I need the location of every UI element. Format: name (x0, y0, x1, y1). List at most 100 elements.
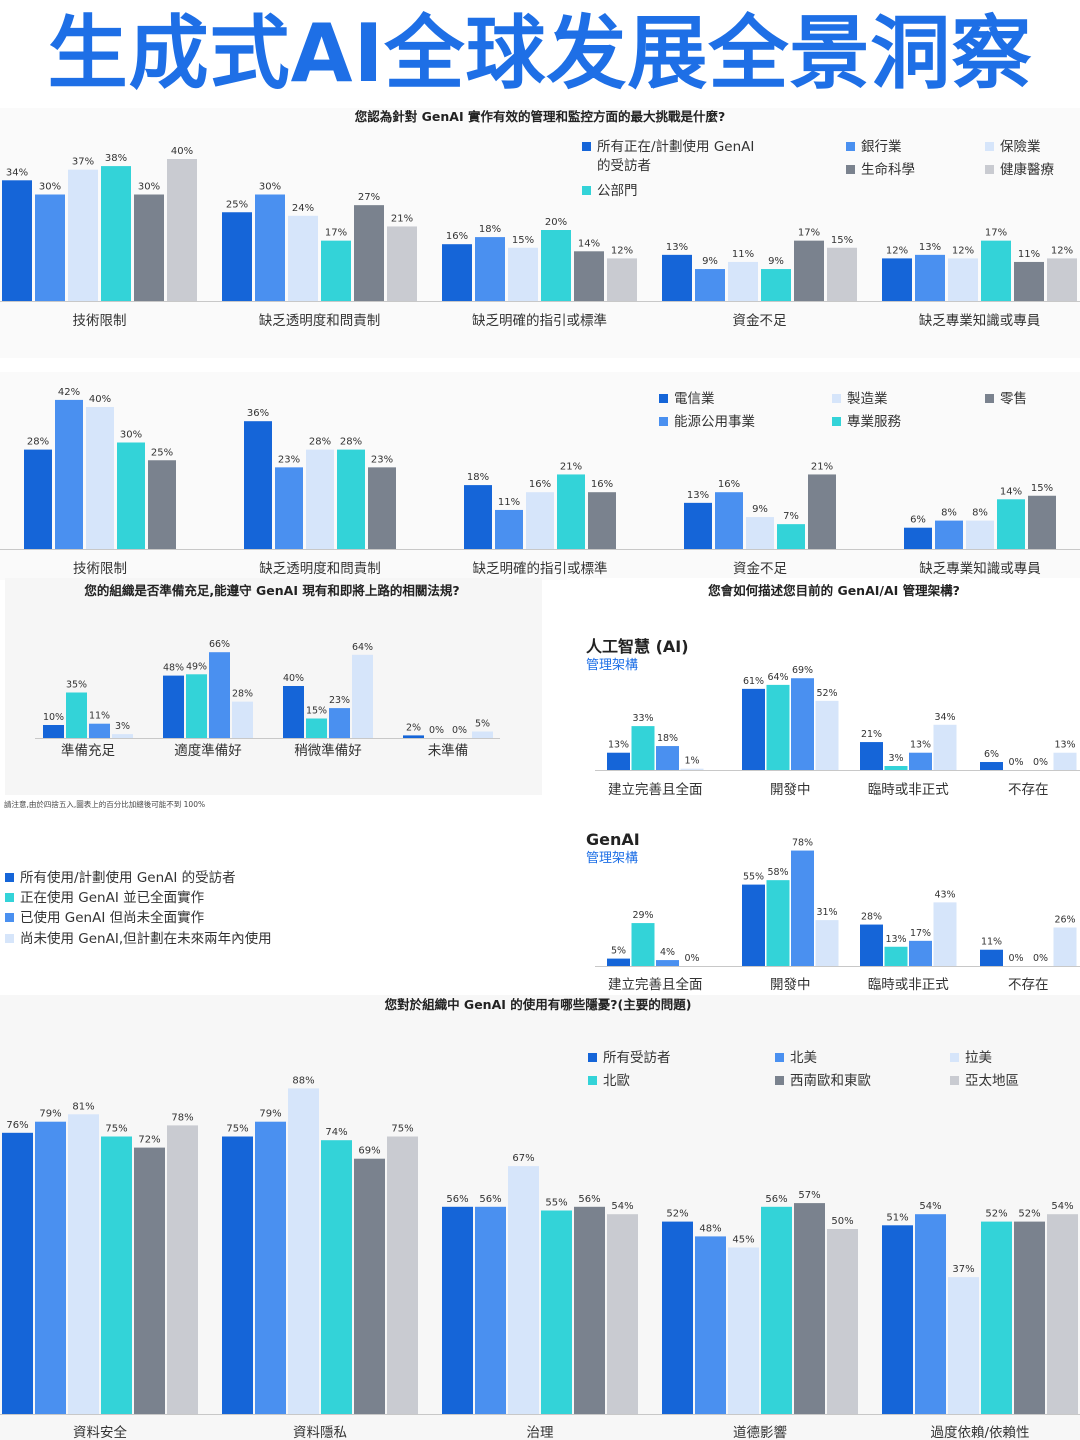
legend-label: 專業服務 (847, 414, 901, 430)
bar-challenges_a-1-1 (255, 194, 285, 301)
legend-label: 公部門 (597, 183, 638, 199)
bar-arch_ai-2-2 (909, 752, 932, 770)
bar-arch_ai-0-2 (656, 746, 679, 770)
bar-arch_ai-2-1 (884, 766, 908, 770)
bar-arch_ai-3-3 (1053, 752, 1077, 770)
bar-arch_genai-2-2 (909, 940, 932, 966)
bar-challenges_b-1-3 (337, 449, 365, 549)
legend-swatch (832, 417, 841, 426)
data-label: 66% (209, 639, 230, 650)
data-label: 18% (479, 224, 501, 235)
bar-arch_ai-0-0 (607, 752, 630, 770)
data-label: 28% (309, 437, 331, 448)
legend-swatch (5, 913, 14, 922)
bar-challenges_b-4-4 (1028, 495, 1056, 549)
data-label: 0% (452, 725, 467, 736)
data-label: 30% (259, 182, 281, 193)
data-label: 72% (138, 1135, 160, 1146)
bar-concerns-4-5 (1047, 1214, 1078, 1414)
legend-label: 尚未使用 GenAI,但計劃在未來兩年內使用 (20, 930, 272, 947)
data-label: 0% (1033, 953, 1048, 964)
data-label: 18% (467, 472, 489, 483)
data-label: 37% (952, 1264, 974, 1275)
sub-caption: 管理架構 (586, 658, 638, 673)
bar-challenges_b-3-0 (684, 502, 712, 549)
data-label: 54% (1051, 1201, 1073, 1212)
data-label: 56% (479, 1194, 501, 1205)
data-label: 12% (952, 245, 974, 256)
data-label: 8% (972, 508, 988, 519)
legend-label: 已使用 GenAI 但尚未全面實作 (20, 909, 204, 926)
legend-swatch (659, 394, 668, 403)
data-label: 64% (767, 672, 788, 683)
legend-swatch (588, 1076, 597, 1085)
data-label: 56% (578, 1194, 600, 1205)
category-label: 稍微準備好 (294, 743, 362, 759)
bar-arch_ai-0-3 (680, 768, 704, 770)
data-label: 40% (283, 673, 304, 684)
bar-arch_genai-1-1 (766, 880, 790, 966)
legend-label: 拉美 (965, 1050, 992, 1066)
data-label: 34% (934, 712, 955, 723)
bar-concerns-1-1 (255, 1121, 286, 1414)
data-label: 29% (632, 910, 653, 921)
data-label: 28% (340, 437, 362, 448)
sub-title: GenAI (586, 830, 640, 849)
bar-concerns-0-2 (68, 1114, 99, 1414)
bar-concerns-1-2 (288, 1088, 319, 1414)
bar-compliance-2-3 (352, 654, 373, 738)
bar-challenges_b-1-2 (306, 449, 334, 549)
data-label: 9% (768, 256, 784, 267)
bar-challenges_b-2-2 (526, 492, 554, 549)
data-label: 69% (358, 1146, 380, 1157)
legend-swatch (775, 1053, 784, 1062)
bar-arch_genai-2-1 (884, 946, 908, 966)
bar-challenges_a-2-3 (541, 230, 571, 301)
legend-swatch (985, 142, 994, 151)
bar-challenges_b-0-2 (86, 407, 114, 549)
bar-challenges_a-1-4 (354, 205, 384, 301)
legend-label: 北歐 (603, 1073, 631, 1089)
bar-challenges_b-4-3 (997, 499, 1025, 549)
data-label: 18% (657, 733, 678, 744)
data-label: 37% (72, 157, 94, 168)
bar-challenges_b-2-0 (464, 485, 492, 549)
bar-concerns-1-3 (321, 1140, 352, 1414)
bar-concerns-0-4 (134, 1147, 165, 1414)
data-label: 52% (985, 1209, 1007, 1220)
data-label: 16% (718, 479, 740, 490)
data-label: 40% (89, 394, 111, 405)
bar-challenges_a-1-3 (321, 240, 351, 301)
data-label: 5% (611, 946, 626, 957)
bar-challenges_a-0-0 (2, 180, 32, 301)
chart-title: 您會如何描述您目前的 GenAI/AI 管理架構? (708, 583, 960, 598)
sub-caption: 管理架構 (586, 851, 638, 866)
data-label: 5% (475, 719, 490, 730)
bar-concerns-4-2 (948, 1277, 979, 1414)
bar-challenges_a-0-2 (68, 169, 98, 301)
bar-challenges_b-3-2 (746, 517, 774, 549)
legend-label: 電信業 (674, 391, 715, 407)
legend-swatch (950, 1053, 959, 1062)
data-label: 9% (752, 504, 768, 515)
legend-swatch (5, 934, 14, 943)
data-label: 35% (66, 680, 87, 691)
data-label: 57% (798, 1190, 820, 1201)
bar-concerns-3-1 (695, 1236, 726, 1414)
bar-arch_genai-1-2 (791, 850, 814, 966)
bar-challenges_a-4-0 (882, 258, 912, 301)
data-label: 79% (39, 1109, 61, 1120)
chart-title: 您對於組織中 GenAI 的使用有哪些隱憂?(主要的問題) (385, 997, 692, 1012)
category-label: 開發中 (770, 782, 811, 798)
bar-compliance-1-1 (186, 674, 207, 738)
category-label: 缺乏明確的指引或標準 (473, 561, 608, 577)
category-label: 資金不足 (733, 313, 787, 329)
data-label: 52% (816, 688, 837, 699)
data-label: 23% (329, 695, 350, 706)
bar-challenges_b-2-1 (495, 509, 523, 549)
bar-arch_genai-0-0 (607, 958, 630, 966)
bar-challenges_a-2-1 (475, 237, 505, 301)
legend-swatch (659, 417, 668, 426)
data-label: 6% (984, 749, 999, 760)
category-label: 資金不足 (733, 561, 787, 577)
